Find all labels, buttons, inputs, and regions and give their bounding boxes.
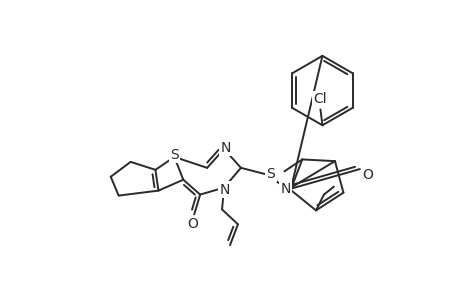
Text: S: S [266,167,274,181]
Text: N: N [219,183,230,196]
Text: Cl: Cl [313,92,326,106]
Text: S: S [169,148,179,162]
Text: N: N [220,141,231,155]
Text: N: N [280,182,290,196]
Text: O: O [362,168,372,182]
Text: O: O [186,217,197,231]
